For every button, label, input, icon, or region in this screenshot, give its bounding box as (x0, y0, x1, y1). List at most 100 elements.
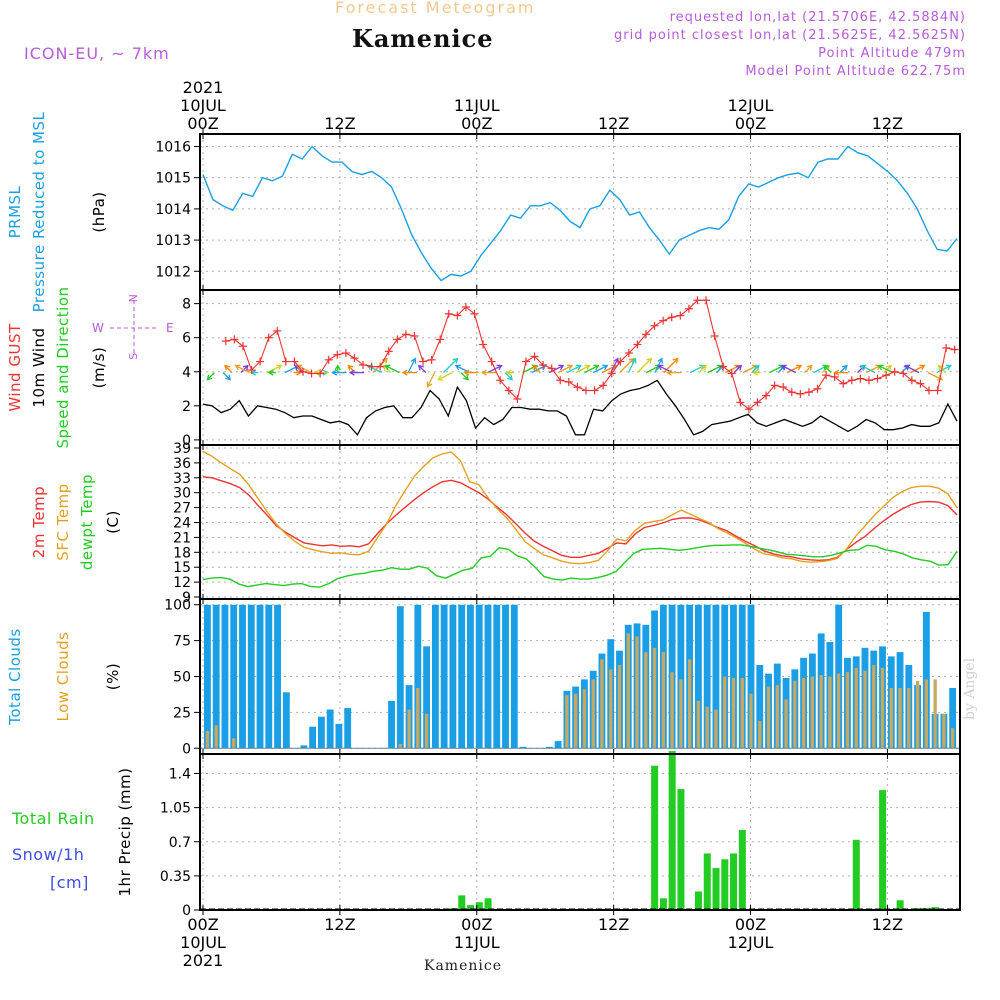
wind-direction-arrow (407, 358, 416, 373)
total-cloud-bar (282, 692, 290, 749)
wind-arrow-head (610, 364, 618, 371)
wind-arrow-head (859, 364, 867, 371)
wind-direction-arrow (385, 365, 400, 374)
wind-direction-arrow (235, 365, 250, 374)
wind-arrow-head (224, 364, 231, 371)
wind-direction-arrow (584, 365, 599, 374)
wind-direction-arrow (437, 372, 453, 381)
y-tick-label: 0.35 (160, 869, 191, 885)
y-tick-label: 4 (182, 365, 191, 381)
wind-arrow-head (463, 374, 469, 381)
temp-line-2m-temp (202, 476, 958, 562)
y-tick-label: 24 (173, 515, 191, 531)
wind-arrow-head (657, 357, 663, 364)
wind-direction-arrow (297, 365, 312, 374)
rain-bar (896, 900, 904, 910)
x-date-label-bottom: 12JUL (728, 933, 774, 952)
x-date-label-top: 11JUL (454, 96, 500, 115)
total-cloud-bar (458, 604, 466, 749)
wind-arrow-head (313, 369, 320, 376)
panel-frame (199, 133, 961, 291)
y-tick-label: 0.7 (169, 835, 191, 851)
low-cloud-bar (845, 672, 850, 749)
x-tick-label-bottom: 00Z (735, 915, 766, 934)
temp-line-dewpt-temp (202, 544, 958, 588)
low-cloud-bar (942, 713, 946, 749)
y-axis-label: (hPa) (90, 191, 108, 232)
y-tick-label: 2 (182, 399, 191, 415)
wind-arrow-head (877, 364, 884, 371)
wind-direction-arrow (532, 365, 541, 374)
rain-bar (931, 907, 939, 910)
wind-arrow-head (426, 381, 433, 388)
wind-arrow-head (657, 364, 664, 371)
total-cloud-bar (730, 604, 737, 749)
wind-arrow-head (347, 364, 354, 371)
y-tick-label: 1013 (155, 233, 191, 249)
credit-watermark: by Angel (962, 657, 978, 720)
wind-arrow-head (736, 364, 743, 371)
wind-arrow-head (753, 364, 760, 371)
x-date-label-top: 12JUL (728, 96, 774, 115)
total-cloud-bar (703, 604, 711, 749)
total-cloud-bar (449, 604, 457, 749)
x-tick-label-top: 00Z (461, 114, 492, 133)
low-cloud-bar (793, 680, 797, 749)
wind-arrow-head (437, 375, 444, 381)
y-tick-label: 75 (173, 634, 191, 650)
wind-arrow-head (267, 369, 274, 376)
total-cloud-bar (309, 726, 317, 749)
low-cloud-bar (723, 676, 727, 749)
rain-bar (703, 853, 711, 910)
x-date-label-bottom: 10JUL (180, 933, 226, 952)
wind-direction-arrow (823, 365, 832, 374)
low-cloud-bar (416, 687, 420, 749)
low-cloud-bar (749, 693, 753, 749)
y-axis-label: Total Clouds (6, 628, 24, 725)
x-tick-label-top: 12Z (872, 114, 903, 133)
y-tick-label: 39 (173, 441, 191, 457)
low-cloud-bar (740, 677, 744, 749)
wind-direction-arrow (418, 365, 427, 374)
total-cloud-bar (484, 604, 492, 749)
total-cloud-bar (694, 604, 702, 749)
low-cloud-bar (626, 633, 630, 749)
low-cloud-bar (924, 679, 929, 749)
wind-arrow-head (593, 364, 600, 371)
x-date-label-bottom: 11JUL (454, 933, 500, 952)
wind-direction-arrow (347, 365, 356, 374)
wind-arrow-head (334, 364, 341, 371)
wind-direction-arrow (592, 365, 608, 374)
y-tick-label: 1012 (155, 264, 191, 280)
total-cloud-bar (440, 604, 448, 749)
low-cloud-bar (652, 647, 657, 749)
wind-arrow-head (206, 374, 213, 381)
rain-bar (458, 895, 466, 910)
wind-arrow-head (823, 364, 830, 371)
wind-arrow-head (584, 364, 591, 371)
wind-direction-arrow (663, 358, 679, 374)
low-cloud-bar (565, 695, 569, 749)
total-cloud-bar (212, 604, 220, 749)
wind-arrow-head (628, 357, 635, 364)
low-cloud-bar (398, 743, 402, 749)
wind-direction-arrow (575, 365, 590, 374)
low-cloud-bar (407, 709, 411, 749)
total-cloud-bar (335, 723, 343, 749)
wind-arrow-head (602, 364, 609, 371)
x-tick-label-bottom: 00Z (461, 915, 492, 934)
low-cloud-bar (819, 675, 823, 749)
wind-arrow-head (225, 374, 232, 381)
low-cloud-bar (933, 679, 937, 749)
wind-direction-arrow (504, 372, 513, 381)
wind-arrow-head (752, 369, 759, 376)
wind-arrow-head (384, 364, 391, 371)
total-cloud-bar (502, 604, 509, 749)
wind-arrow-head (242, 364, 249, 371)
rain-bar (738, 830, 746, 910)
y-tick-label: 1016 (155, 139, 191, 155)
wind-arrow-head (505, 369, 512, 376)
total-cloud-bar (256, 604, 264, 749)
total-cloud-bar (274, 604, 281, 749)
low-cloud-bar (617, 665, 622, 749)
